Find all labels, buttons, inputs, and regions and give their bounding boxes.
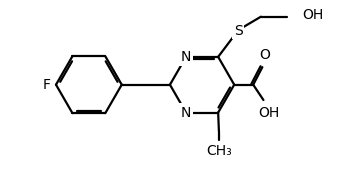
Text: N: N	[181, 106, 191, 120]
Text: N: N	[181, 50, 191, 64]
Text: S: S	[234, 24, 243, 38]
Text: OH: OH	[258, 106, 279, 120]
Text: OH: OH	[302, 8, 324, 22]
Text: F: F	[43, 78, 51, 92]
Text: CH₃: CH₃	[206, 144, 232, 158]
Text: O: O	[259, 48, 270, 62]
